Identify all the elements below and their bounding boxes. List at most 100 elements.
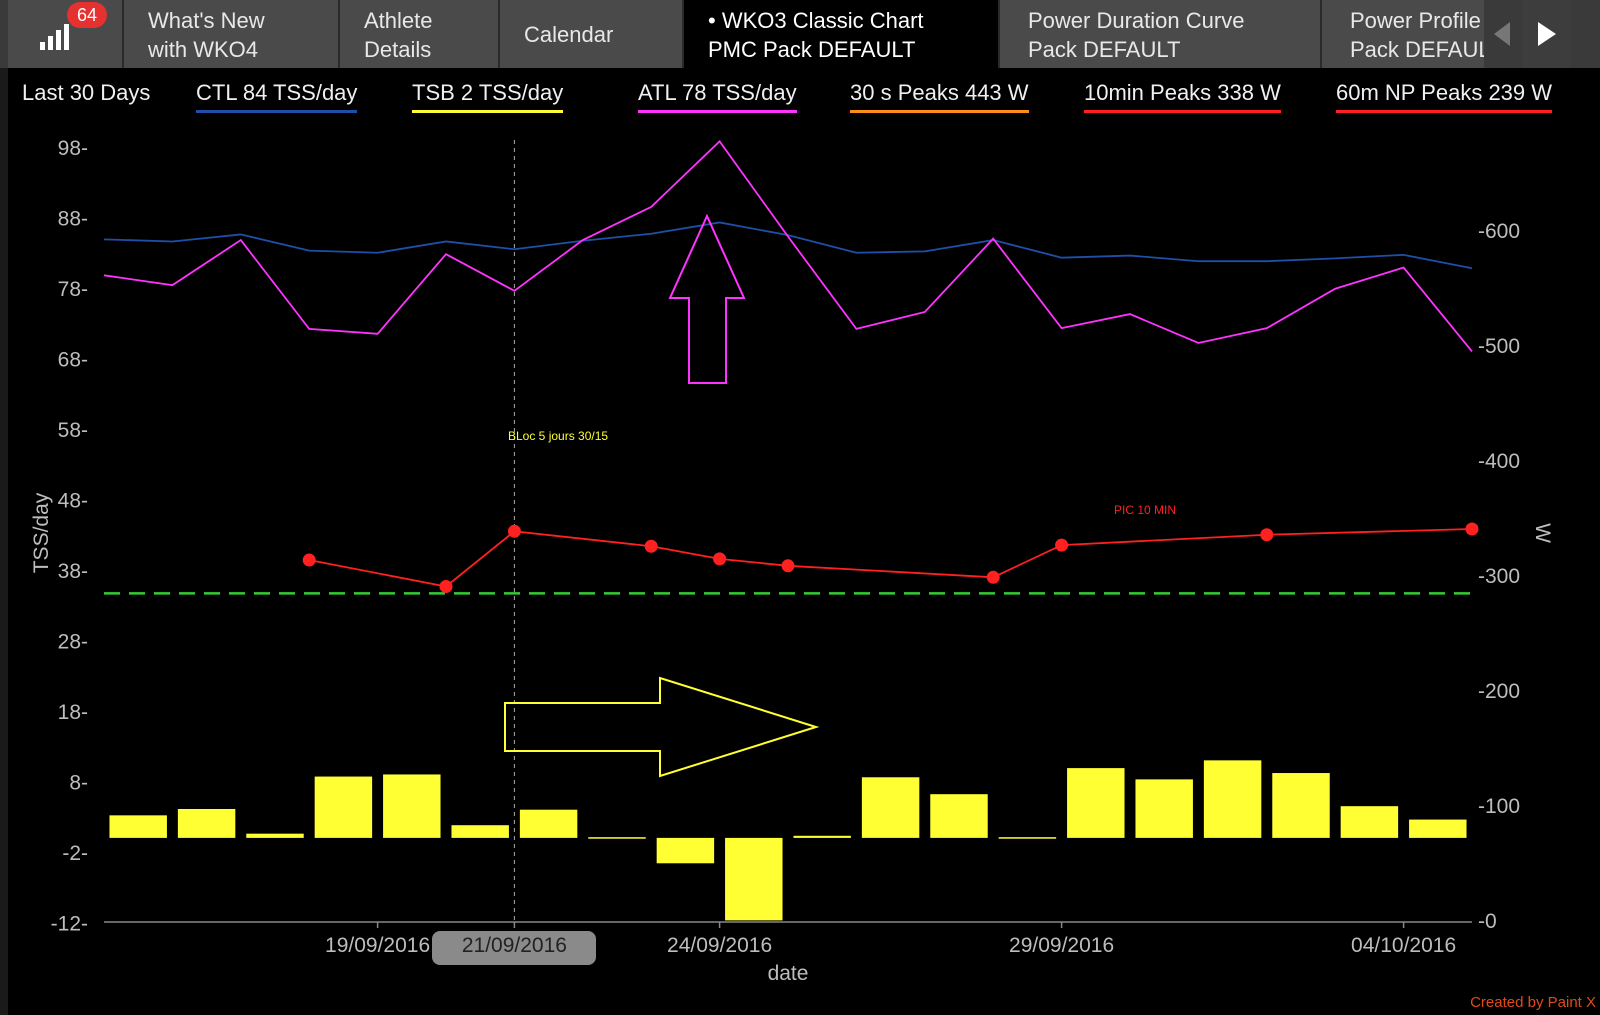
x-tick-label: 21/09/2016: [462, 934, 567, 957]
peaks-10min-point: [781, 559, 795, 573]
tab-wko3-classic-chart[interactable]: • WKO3 Classic Chart PMC Pack DEFAULT: [684, 0, 1000, 68]
y-left-tick-label: 98-: [58, 137, 88, 160]
tab-label: Pack DEFAULT: [1028, 37, 1181, 62]
legend-underline: [412, 110, 564, 113]
tsb-bar: [519, 809, 578, 838]
tsb-bar: [588, 837, 646, 839]
annotation-text: PIC 10 MIN: [1114, 503, 1176, 517]
x-tick-label: 29/09/2016: [1009, 934, 1114, 957]
tab-bar: 64 What's New with WKO4 Athlete Details …: [0, 0, 1600, 68]
y-right-tick-label: -300: [1478, 565, 1520, 588]
tsb-bar: [451, 825, 509, 838]
peaks-10min-point: [1260, 528, 1274, 542]
cursor-date-highlight: [432, 931, 596, 965]
tab-label: What's New: [148, 8, 265, 33]
tsb-bar: [109, 815, 167, 838]
ctl-line: [103, 221, 1473, 270]
peaks-10min-point: [1055, 538, 1069, 552]
legend-label: 60m NP Peaks 239 W: [1336, 80, 1553, 105]
tsb-bar: [1340, 806, 1399, 838]
x-tick-label: 24/09/2016: [667, 934, 772, 957]
tab-athlete-details[interactable]: Athlete Details: [340, 0, 500, 68]
tsb-bar: [1409, 819, 1467, 838]
y-right-tick-label: -600: [1478, 220, 1520, 243]
tab-label: Power Profile: [1350, 8, 1481, 33]
legend-60m-np-peaks[interactable]: 60m NP Peaks 239 W: [1336, 80, 1553, 113]
legend-underline: [850, 110, 1029, 113]
legend-label: 10min Peaks 338 W: [1084, 80, 1281, 105]
y-left-axis-title: TSS/day: [30, 492, 53, 573]
legend-ctl[interactable]: CTL 84 TSS/day: [196, 80, 358, 113]
tsb-bar: [998, 837, 1057, 839]
legend-underline: [1336, 110, 1553, 113]
y-left-tick-label: -2-: [62, 842, 88, 865]
tsb-bar: [1135, 779, 1193, 838]
tab-power-duration-curve[interactable]: Power Duration Curve Pack DEFAULT: [1000, 0, 1322, 68]
legend-underline: [196, 110, 358, 113]
atl-line: [103, 139, 1473, 353]
legend-label: CTL 84 TSS/day: [196, 80, 358, 105]
pmc-chart[interactable]: 98- 88- 78- 68- 58- 48- 38- 28- 18- 8- -2- -12- -600…: [0, 116, 1600, 1015]
tsb-bar: [1203, 760, 1262, 838]
peaks-10min-point: [644, 539, 658, 553]
tab-stats-menu[interactable]: 64: [8, 0, 124, 68]
tsb-bar: [1272, 773, 1330, 838]
peaks-10min-point: [1465, 522, 1479, 536]
tab-calendar[interactable]: Calendar: [500, 0, 684, 68]
tab-label: Details: [364, 37, 432, 62]
x-axis-title: date: [768, 962, 809, 985]
legend-atl[interactable]: ATL 78 TSS/day: [638, 80, 797, 113]
tab-label: PMC Pack DEFAULT: [708, 37, 916, 62]
y-right-tick-label: -100: [1478, 795, 1520, 818]
y-right-tick-label: -0: [1478, 910, 1497, 933]
y-left-tick-label: 48-: [58, 490, 88, 513]
triangle-right-icon: [1538, 22, 1556, 46]
legend-label: TSB 2 TSS/day: [412, 80, 564, 105]
tsb-bar: [861, 777, 920, 838]
tsb-bar: [656, 837, 715, 864]
tab-scroll-left-button[interactable]: [1484, 0, 1518, 68]
x-tick-label: 04/10/2016: [1351, 934, 1456, 957]
tab-label: Pack DEFAULT: [1350, 37, 1484, 62]
legend-bar: Last 30 Days CTL 84 TSS/day TSB 2 TSS/da…: [0, 68, 1600, 116]
y-left-tick-label: 88-: [58, 208, 88, 231]
legend-label: ATL 78 TSS/day: [638, 80, 797, 105]
y-left-tick-label: 28-: [58, 631, 88, 654]
triangle-left-icon: [1494, 22, 1510, 46]
tab-power-profile[interactable]: Power Profile Pack DEFAULT: [1322, 0, 1484, 68]
tab-whats-new[interactable]: What's New with WKO4: [124, 0, 340, 68]
notification-badge: 64: [67, 2, 107, 28]
y-right-tick-label: -500: [1478, 335, 1520, 358]
tsb-bar: [1067, 768, 1125, 838]
legend-30s-peaks[interactable]: 30 s Peaks 443 W: [850, 80, 1029, 113]
tsb-bar: [383, 774, 441, 838]
y-left-tick-label: 18-: [58, 701, 88, 724]
right-arrow-annotation: [504, 676, 820, 778]
tsb-bar: [725, 837, 783, 921]
annotation-text: BLoc 5 jours 30/15: [508, 429, 608, 443]
y-right-tick-label: -400: [1478, 450, 1520, 473]
up-arrow-annotation: [668, 213, 746, 384]
legend-label: 30 s Peaks 443 W: [850, 80, 1029, 105]
tab-label: with WKO4: [148, 37, 259, 62]
credit-text: Created by Paint X: [1470, 994, 1596, 1011]
tab-label: Calendar: [524, 22, 614, 47]
tab-label: Power Duration Curve: [1028, 8, 1245, 33]
peaks-10min-point: [439, 580, 453, 593]
tsb-bar: [177, 808, 236, 838]
y-left-tick-label: -12-: [51, 913, 88, 936]
peaks-10min-point: [713, 552, 727, 566]
legend-tsb[interactable]: TSB 2 TSS/day: [412, 80, 564, 113]
tsb-bar: [314, 776, 373, 838]
y-left-tick-label: 68-: [58, 349, 88, 372]
x-tick-label: 19/09/2016: [325, 934, 430, 957]
legend-10min-peaks[interactable]: 10min Peaks 338 W: [1084, 80, 1281, 113]
y-left-tick-label: 78-: [58, 278, 88, 301]
tab-scroll-right-button[interactable]: [1522, 0, 1570, 68]
peaks-10min-line: [309, 528, 1473, 588]
tsb-bar: [246, 833, 304, 838]
peaks-10min-point: [302, 553, 316, 567]
period-label[interactable]: Last 30 Days: [22, 80, 151, 105]
y-right-tick-label: -200: [1478, 680, 1520, 703]
y-left-tick-label: 8-: [69, 772, 88, 795]
